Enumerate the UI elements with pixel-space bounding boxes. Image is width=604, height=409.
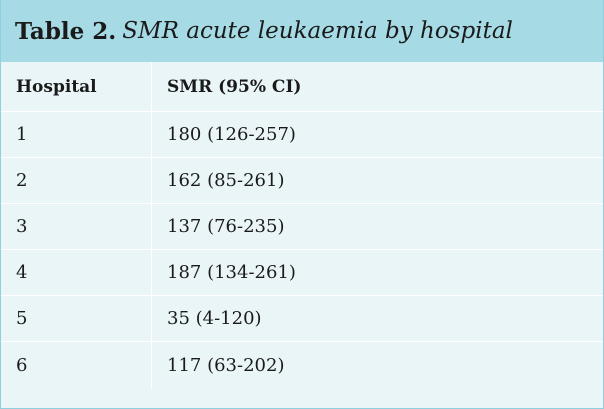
table-row: 6 117 (63-202) bbox=[1, 342, 603, 388]
table-header-row: Hospital SMR (95% CI) bbox=[1, 62, 603, 112]
smr-cell: 35 (4-120) bbox=[151, 296, 603, 341]
table-label: Table 2. bbox=[15, 17, 117, 45]
hospital-cell: 3 bbox=[16, 216, 28, 237]
table-body: 1 180 (126-257) 2 162 (85-261) 3 137 (76… bbox=[1, 112, 603, 388]
smr-cell: 117 (63-202) bbox=[151, 342, 603, 388]
column-header-smr: SMR (95% CI) bbox=[151, 62, 603, 111]
smr-cell: 187 (134-261) bbox=[151, 250, 603, 295]
table-title-bar: Table 2. SMR acute leukaemia by hospital bbox=[1, 0, 603, 62]
table-row: 1 180 (126-257) bbox=[1, 112, 603, 158]
table-row: 5 35 (4-120) bbox=[1, 296, 603, 342]
table-title: SMR acute leukaemia by hospital bbox=[122, 18, 513, 44]
hospital-cell: 1 bbox=[16, 124, 28, 145]
hospital-cell: 4 bbox=[16, 262, 28, 283]
hospital-cell: 6 bbox=[16, 354, 28, 376]
table-row: 2 162 (85-261) bbox=[1, 158, 603, 204]
table-row: 3 137 (76-235) bbox=[1, 204, 603, 250]
smr-cell: 162 (85-261) bbox=[151, 158, 603, 203]
table-row: 4 187 (134-261) bbox=[1, 250, 603, 296]
smr-cell: 137 (76-235) bbox=[151, 204, 603, 249]
column-header-hospital: Hospital bbox=[16, 76, 97, 97]
smr-cell: 180 (126-257) bbox=[151, 112, 603, 157]
hospital-cell: 5 bbox=[16, 308, 28, 329]
hospital-cell: 2 bbox=[16, 170, 28, 191]
